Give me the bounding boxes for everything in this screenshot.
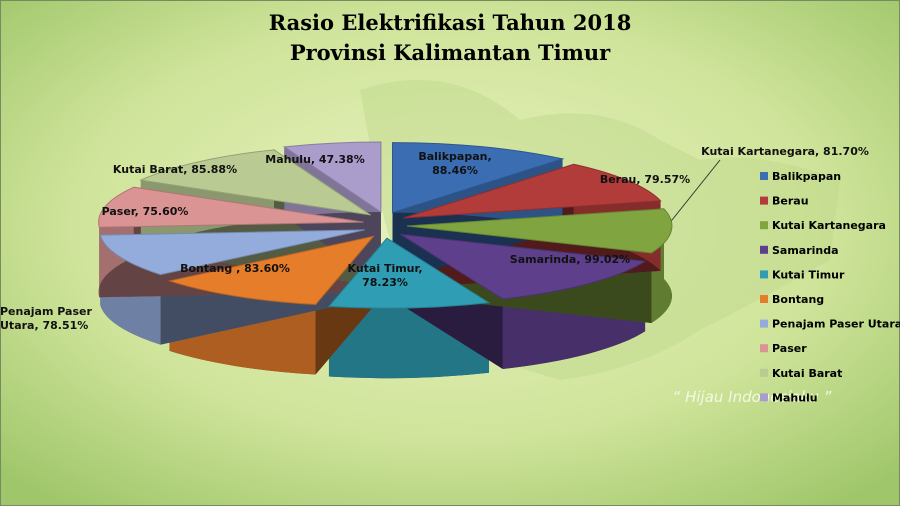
pie-slice xyxy=(282,141,382,213)
data-label: Samarinda, 99.02% xyxy=(509,253,631,266)
chart-subtitle: Provinsi Kalimantan Timur xyxy=(290,40,611,65)
legend-swatch xyxy=(760,196,768,205)
legend-label: Balikpapan xyxy=(772,170,841,183)
pie-slice xyxy=(167,235,375,306)
pie-slice xyxy=(403,163,662,219)
legend-swatch xyxy=(760,393,768,402)
pie-slice xyxy=(406,208,673,254)
data-label: Berau, 79.57% xyxy=(599,173,691,186)
pie-slice xyxy=(392,142,565,214)
legend-swatch xyxy=(760,270,768,279)
legend-swatch xyxy=(760,221,768,230)
pie-slice xyxy=(98,186,364,228)
pie-slice xyxy=(400,233,647,300)
data-label: Kutai Kartanegara, 81.70% xyxy=(701,145,869,158)
data-label: Kutai Barat, 85.88% xyxy=(112,163,238,176)
legend-label: Paser xyxy=(772,342,807,355)
data-label: Balikpapan, 88.46% xyxy=(418,150,492,177)
legend-label: Kutai Kartanegara xyxy=(772,219,886,232)
data-label: Bontang , 83.60% xyxy=(180,262,290,275)
legend-swatch xyxy=(760,245,768,254)
legend-swatch xyxy=(760,319,768,328)
pie-slice xyxy=(327,237,491,309)
chart-title: Rasio Elektrifikasi Tahun 2018 xyxy=(269,10,632,35)
legend-label: Kutai Timur xyxy=(772,268,845,281)
legend-label: Penajam Paser Utara xyxy=(772,318,900,331)
leader-line xyxy=(667,159,721,226)
legend-label: Samarinda xyxy=(772,244,839,257)
legend-label: Mahulu xyxy=(772,391,818,404)
data-label: Paser, 75.60% xyxy=(101,205,189,218)
legend-label: Bontang xyxy=(772,293,824,306)
watermark: “ Hijau Indonesiaku ” xyxy=(673,388,832,406)
legend-swatch xyxy=(760,295,768,303)
legend-swatch xyxy=(760,344,768,353)
data-label: Mahulu, 47.38% xyxy=(265,153,365,166)
legend-label: Kutai Barat xyxy=(772,367,842,380)
legend-swatch xyxy=(760,172,768,180)
legend-swatch xyxy=(760,368,768,377)
legend-label: Berau xyxy=(772,195,809,208)
pie-slice xyxy=(139,149,371,216)
data-label: Kutai Timur, 78.23% xyxy=(347,262,423,289)
pie-slice xyxy=(99,229,365,276)
data-label: Penajam Paser Utara, 78.51% xyxy=(0,305,92,332)
